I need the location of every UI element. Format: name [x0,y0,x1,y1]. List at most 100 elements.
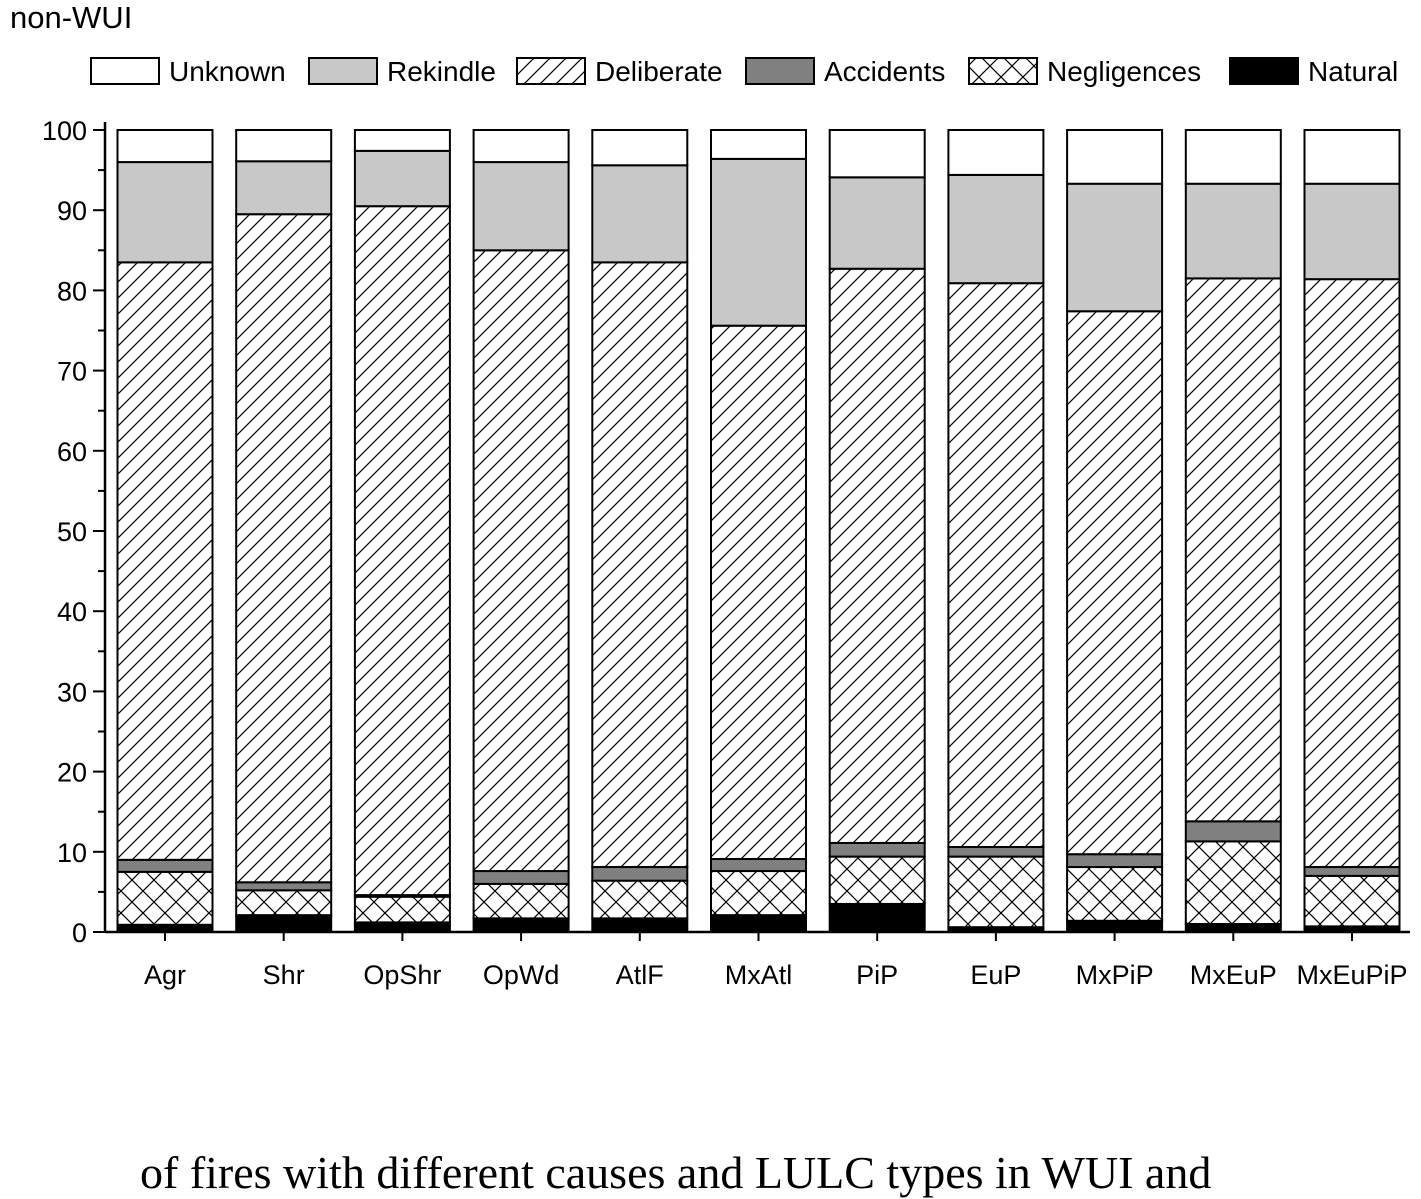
bar-segment-natural [235,914,333,934]
y-tick-label: 70 [57,357,87,387]
bar-segment-negligences [472,882,570,920]
legend-item-deliberate: Deliberate [516,56,723,87]
y-tick-label: 50 [57,517,87,547]
legend-item-rekindle: Rekindle [308,56,496,87]
bar-segment-accidents [1184,820,1282,843]
legend-swatch [968,57,1038,85]
bar-Agr [116,129,214,933]
bar-segment-accidents [1066,853,1164,869]
bar-segment-deliberate [1184,277,1282,823]
legend-item-natural: Natural [1229,56,1398,87]
x-tick-label: OpShr [363,960,441,990]
bar-segment-negligences [1303,874,1401,928]
bar-segment-natural [1066,919,1164,933]
x-tick-label: MxEuPiP [1296,960,1407,990]
y-tick-label: 30 [57,677,87,707]
bar-segment-unknown [235,129,333,163]
bar-segment-deliberate [828,267,926,844]
bar-segment-negligences [1184,840,1282,925]
bar-MxAtl [710,129,807,934]
bar-OpWd [472,129,570,934]
bar-segment-accidents [591,866,689,882]
legend-swatch [745,57,815,85]
bar-segment-unknown [353,129,451,152]
bar-PiP [828,129,926,933]
bar-segment-unknown [828,129,926,179]
bar-segment-unknown [947,129,1045,176]
bar-segment-rekindle [1066,182,1164,313]
bar-segment-rekindle [947,173,1045,285]
caption-fragment: of fires with different causes and LULC … [140,1147,1212,1198]
bar-segment-deliberate [235,213,333,884]
bar-segment-unknown [591,129,689,167]
bar-segment-rekindle [1184,182,1282,280]
y-tick-label: 60 [57,437,87,467]
x-tick-label: Shr [263,960,305,990]
bar-segment-accidents [710,858,807,873]
bar-segment-negligences [591,879,689,920]
bar-segment-deliberate [947,282,1045,848]
x-tick-label: Agr [144,960,186,990]
bar-segment-negligences [947,855,1045,929]
bar-segment-negligences [353,895,451,924]
bar-segment-unknown [710,129,807,160]
bar-segment-rekindle [116,161,214,264]
bar-segment-natural [353,921,451,933]
bar-segment-accidents [472,870,570,885]
bar-segment-rekindle [828,176,926,270]
legend-item-negligences: Negligences [968,56,1201,87]
legend-label: Accidents [824,56,945,87]
bar-segment-deliberate [1303,278,1401,869]
bar-segment-negligences [116,870,214,926]
bar-segment-rekindle [710,157,807,327]
x-tick-label: AtlF [616,960,664,990]
legend-label: Negligences [1047,56,1201,87]
x-tick-label: EuP [970,960,1021,990]
chart-title: non-WUI [10,0,133,35]
bar-segment-unknown [1066,129,1164,185]
legend-item-accidents: Accidents [745,56,945,87]
bar-segment-negligences [235,889,333,917]
y-tick-label: 90 [57,196,87,226]
bar-MxPiP [1066,129,1164,933]
x-tick-label: PiP [856,960,898,990]
bar-segment-rekindle [591,164,689,264]
bar-OpShr [353,129,451,933]
bar-MxEuP [1184,129,1282,933]
x-tick-label: MxPiP [1076,960,1154,990]
bar-segment-unknown [472,129,570,164]
stacked-bar-chart: Unknown Rekindle Deliberate Accidents Neglig… [42,56,1410,990]
bar-AtlF [591,129,689,934]
bar-segment-rekindle [1303,182,1401,281]
x-tick-label: MxEuP [1190,960,1277,990]
bars [116,129,1401,934]
bar-segment-natural [710,914,807,934]
legend-swatch [90,57,160,85]
bar-segment-deliberate [591,261,689,869]
bar-segment-deliberate [353,205,451,897]
bar-segment-deliberate [710,324,807,861]
y-tick-label: 10 [57,838,87,868]
y-tick-label: 80 [57,276,87,306]
bar-segment-negligences [828,855,926,905]
bar-segment-accidents [235,881,333,892]
legend-swatch [516,57,586,85]
bar-segment-rekindle [353,149,451,208]
bar-segment-unknown [116,129,214,164]
y-tick-label: 100 [42,116,87,146]
x-tick-label: OpWd [483,960,560,990]
legend-label: Unknown [169,56,286,87]
bar-segment-negligences [710,870,807,917]
bar-segment-deliberate [1066,310,1164,856]
bar-segment-rekindle [235,160,333,216]
bar-segment-rekindle [472,161,570,252]
legend-label: Natural [1308,56,1398,87]
y-tick-label: 20 [57,758,87,788]
legend: Unknown Rekindle Deliberate Accidents Neglig… [90,56,1398,87]
bar-segment-deliberate [472,249,570,873]
bar-segment-negligences [1066,866,1164,922]
bar-MxEuPiP [1303,129,1401,933]
bar-segment-natural [472,917,570,934]
bar-segment-deliberate [116,261,214,861]
bar-segment-natural [591,917,689,934]
